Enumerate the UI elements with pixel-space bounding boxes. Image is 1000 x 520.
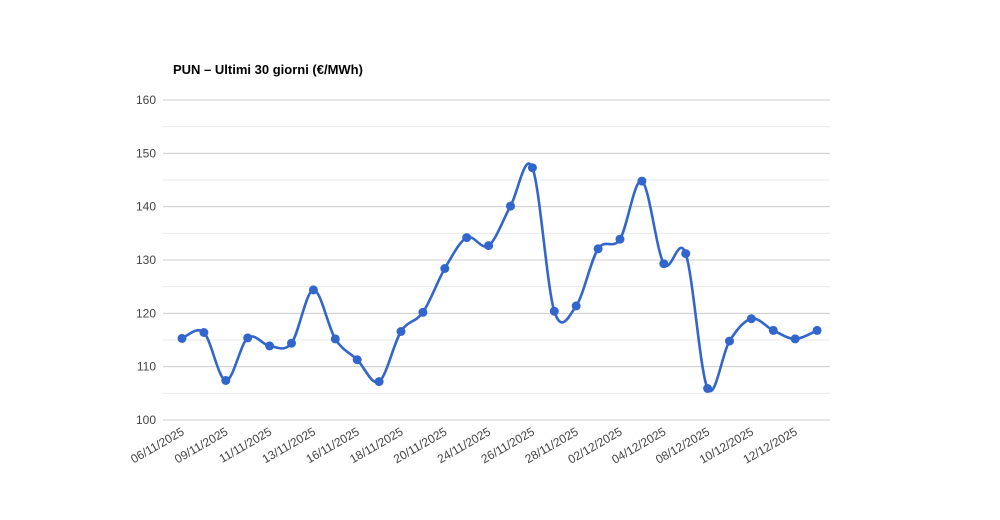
- data-point[interactable]: [396, 327, 406, 336]
- data-point[interactable]: [440, 264, 450, 273]
- data-point[interactable]: [812, 325, 822, 335]
- data-point[interactable]: [768, 325, 778, 335]
- data-point[interactable]: [593, 244, 603, 254]
- data-point[interactable]: [615, 234, 625, 244]
- y-axis-tick-label: 160: [136, 93, 156, 107]
- data-point[interactable]: [746, 314, 756, 324]
- data-point[interactable]: [637, 176, 647, 186]
- data-point[interactable]: [659, 259, 669, 269]
- data-point[interactable]: [790, 334, 800, 344]
- data-point[interactable]: [330, 334, 340, 344]
- data-point[interactable]: [681, 249, 691, 259]
- data-point[interactable]: [308, 285, 318, 295]
- data-point[interactable]: [243, 333, 253, 343]
- chart-title: PUN – Ultimi 30 giorni (€/MWh): [173, 62, 363, 77]
- y-axis-tick-label: 150: [136, 146, 156, 160]
- data-point[interactable]: [265, 341, 275, 351]
- y-axis-tick-label: 120: [136, 306, 156, 320]
- data-point[interactable]: [506, 201, 515, 211]
- data-point[interactable]: [287, 338, 296, 348]
- data-point[interactable]: [571, 301, 581, 311]
- data-point[interactable]: [177, 333, 187, 343]
- y-axis-tick-label: 130: [136, 253, 156, 267]
- data-point[interactable]: [703, 384, 713, 393]
- data-point[interactable]: [549, 306, 559, 316]
- y-axis-tick-label: 140: [136, 200, 156, 214]
- data-point[interactable]: [418, 307, 428, 317]
- data-point[interactable]: [462, 233, 472, 243]
- data-point[interactable]: [199, 328, 209, 337]
- data-point[interactable]: [725, 336, 734, 346]
- y-axis-tick-label: 110: [137, 360, 156, 374]
- data-point[interactable]: [221, 376, 231, 385]
- y-axis-tick-label: 100: [136, 413, 156, 427]
- data-point[interactable]: [352, 355, 362, 365]
- series-line: [180, 162, 819, 393]
- data-point[interactable]: [484, 241, 494, 251]
- data-point[interactable]: [374, 377, 384, 387]
- data-point[interactable]: [527, 163, 537, 173]
